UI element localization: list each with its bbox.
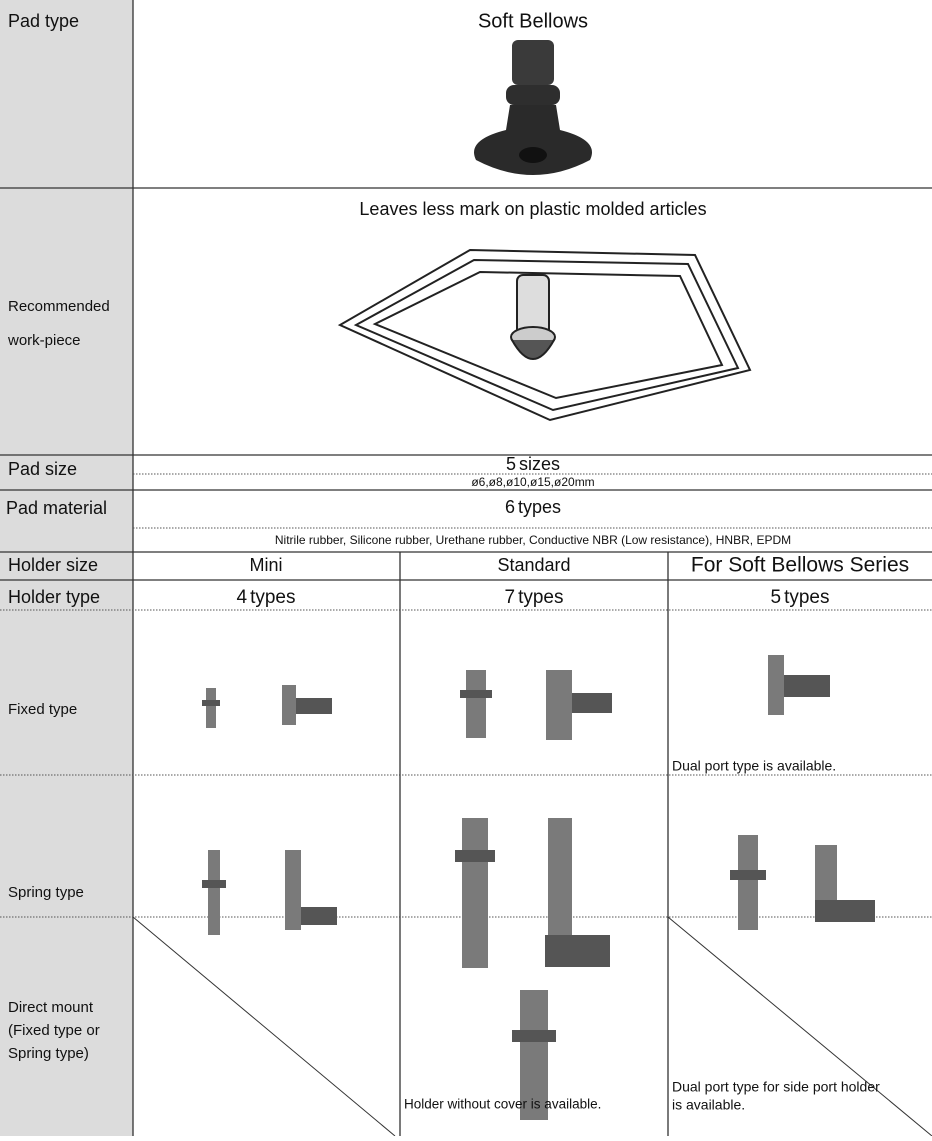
holder-type: 5 types <box>771 587 830 608</box>
holder-type: 4 types <box>237 587 296 608</box>
pad-material-detail: Nitrile rubber, Silicone rubber, Urethan… <box>275 533 791 547</box>
count: 6 <box>505 497 515 517</box>
row-label: Spring type <box>8 884 84 901</box>
row-label: work-piece <box>7 332 81 349</box>
row-label: Holder size <box>8 555 98 575</box>
holder-type: 7 types <box>505 587 564 608</box>
unit: types <box>784 587 829 608</box>
row-label: (Fixed type or <box>8 1022 100 1039</box>
note: Holder without cover is available. <box>404 1097 601 1112</box>
pad-size: 5 sizes <box>506 454 560 474</box>
row-label: Recommended <box>8 298 110 315</box>
row-label: Pad type <box>8 11 79 31</box>
count: 5 <box>771 587 782 608</box>
row-label: Pad size <box>8 459 77 479</box>
label-column <box>0 0 133 1136</box>
count: 7 <box>505 587 516 608</box>
row-label: Spring type) <box>8 1045 89 1062</box>
pad-size-detail: ø6,ø8,ø10,ø15,ø20mm <box>471 475 594 489</box>
holder-illustrations <box>202 655 875 1120</box>
workpiece-text: Leaves less mark on plastic molded artic… <box>359 199 706 219</box>
workpiece-illustration <box>337 248 752 422</box>
holder-size: Standard <box>497 555 570 575</box>
row-label: Fixed type <box>8 701 77 718</box>
holder-size: For Soft Bellows Series <box>691 554 909 577</box>
note: is available. <box>672 1097 745 1113</box>
unit: types <box>518 587 563 608</box>
note: Dual port type for side port holder <box>672 1079 880 1095</box>
pad-illustration <box>474 40 592 175</box>
row-label: Direct mount <box>8 999 94 1016</box>
unit: sizes <box>519 454 560 474</box>
pad-type: Soft Bellows <box>478 10 588 32</box>
count: 5 <box>506 454 516 474</box>
unit: types <box>250 587 295 608</box>
row-label: Pad material <box>6 498 107 518</box>
row-label: Holder type <box>8 587 100 607</box>
count: 4 <box>237 587 248 608</box>
note: Dual port type is available. <box>672 758 836 774</box>
pad-material: 6 types <box>505 497 561 517</box>
holder-size: Mini <box>249 555 282 575</box>
unit: types <box>518 497 561 517</box>
